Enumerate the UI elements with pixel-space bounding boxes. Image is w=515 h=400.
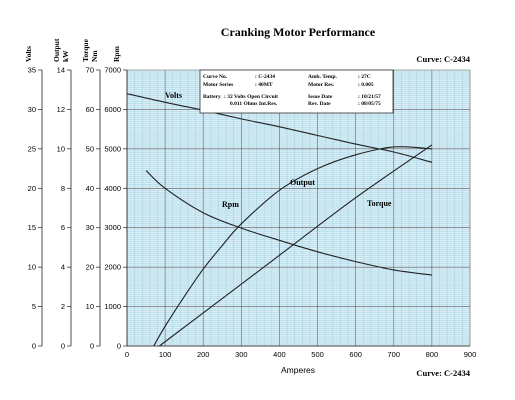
info-issue-date-label: Issue Date: [308, 94, 333, 100]
x-tick-label: 800: [426, 350, 439, 359]
y-axis-unit-torque: Nm: [90, 50, 99, 62]
series-line-torque: [159, 144, 433, 347]
y-tick-label-output: 6: [61, 223, 65, 232]
y-tick-label-volts: 0: [32, 342, 36, 351]
curve-label-top: Curve: C-2434: [416, 54, 470, 64]
y-tick-label-volts: 10: [28, 263, 36, 272]
series-label-rpm-text: Rpm: [222, 200, 239, 209]
info-battery-value: : 32 Volts Open Circuit: [224, 94, 278, 100]
series-lines: [126, 93, 433, 347]
series-label-volts-text: Volts: [165, 91, 182, 100]
y-axes: 0 5 10 15 20 25 30 35 Volts 0 2 4 6 8 10 12 14 Output kW 0 1…: [24, 38, 128, 351]
x-tick-label: 100: [159, 350, 172, 359]
info-motor-series-label: Motor Series: [203, 82, 233, 88]
info-amb-temp-label: Amb. Temp.: [308, 74, 338, 80]
y-tick-label-torque: 70: [86, 66, 94, 75]
info-box: Curve No. : C-2434 Amb. Temp. : 27C Moto…: [199, 69, 394, 114]
y-tick-label-volts: 15: [28, 223, 36, 232]
y-tick-label-rpm: 1000: [104, 302, 121, 311]
series-label-volts: Volts: [165, 91, 182, 100]
info-amb-temp-value: : 27C: [358, 74, 371, 80]
y-tick-label-torque: 20: [86, 263, 94, 272]
x-axis-label: Amperes: [281, 365, 315, 375]
info-motor-res-value: : 0.005: [358, 82, 374, 88]
info-curve-no-label: Curve No.: [203, 74, 228, 80]
y-tick-label-torque: 50: [86, 144, 94, 153]
y-tick-label-output: 10: [57, 144, 65, 153]
series-line-rpm: [145, 170, 432, 276]
x-tick-label: 500: [311, 350, 324, 359]
y-tick-label-rpm: 6000: [104, 105, 121, 114]
y-tick-label-torque: 60: [86, 105, 94, 114]
series-label-output: Output: [290, 178, 315, 187]
y-tick-label-output: 2: [61, 302, 65, 311]
y-tick-label-volts: 5: [32, 302, 36, 311]
y-tick-label-torque: 0: [90, 342, 94, 351]
y-tick-label-output: 8: [61, 184, 65, 193]
x-tick-label: 300: [235, 350, 248, 359]
info-box-frame: [199, 69, 394, 114]
y-tick-label-volts: 35: [28, 66, 36, 75]
y-tick-label-volts: 25: [28, 144, 36, 153]
info-battery-resistance: 0.011 Ohms Int.Res.: [230, 101, 278, 107]
info-rev-date-value: : 08/05/75: [358, 101, 381, 107]
x-tick-label: 900: [464, 350, 477, 359]
x-tick-label: 200: [197, 350, 210, 359]
y-tick-label-output: 12: [57, 105, 65, 114]
info-curve-no-value: : C-2434: [255, 74, 275, 80]
curve-label-bottom: Curve: C-2434: [416, 368, 470, 378]
x-tick-label: 400: [273, 350, 286, 359]
series-label-rpm: Rpm: [222, 200, 239, 209]
y-axis-name-output: Output: [52, 38, 61, 62]
y-axis-name-torque: Torque: [81, 38, 90, 62]
series-label-output-text: Output: [290, 178, 315, 187]
x-tick-label: 700: [388, 350, 401, 359]
y-tick-label-volts: 30: [28, 105, 36, 114]
y-tick-label-output: 14: [57, 66, 65, 75]
info-battery-label: Battery: [203, 94, 221, 100]
y-tick-label-rpm: 7000: [104, 66, 121, 75]
y-tick-label-rpm: 3000: [104, 223, 121, 232]
y-axis-unit-output: kW: [61, 50, 70, 62]
info-issue-date-value: : 10/21/57: [358, 94, 381, 100]
y-tick-label-rpm: 2000: [104, 263, 121, 272]
info-motor-res-label: Motor Res.: [308, 82, 335, 88]
y-tick-label-rpm: 4000: [104, 184, 121, 193]
series-label-torque-text: Torque: [367, 199, 392, 208]
y-tick-label-volts: 20: [28, 184, 36, 193]
series-line-volts: [126, 93, 433, 163]
y-tick-label-output: 0: [61, 342, 65, 351]
y-tick-label-torque: 30: [86, 223, 94, 232]
y-tick-label-output: 4: [61, 263, 65, 272]
y-tick-label-torque: 40: [86, 184, 94, 193]
x-tick-label: 0: [125, 350, 129, 359]
x-axis: 0 100 200 300 400 500 600 700 800 900: [125, 345, 477, 359]
series-line-output: [153, 146, 432, 347]
y-tick-label-rpm: 0: [117, 342, 121, 351]
x-tick-label: 600: [349, 350, 362, 359]
info-motor-series-value: : 40MT: [255, 82, 273, 88]
y-axis-name-volts: Volts: [24, 46, 33, 62]
y-tick-label-rpm: 5000: [104, 144, 121, 153]
y-axis-name-rpm: Rpm: [112, 45, 121, 62]
info-rev-date-label: Rev. Date: [308, 101, 331, 107]
series-label-torque: Torque: [367, 199, 392, 208]
y-tick-label-torque: 10: [86, 302, 94, 311]
chart-title: Cranking Motor Performance: [221, 25, 376, 39]
